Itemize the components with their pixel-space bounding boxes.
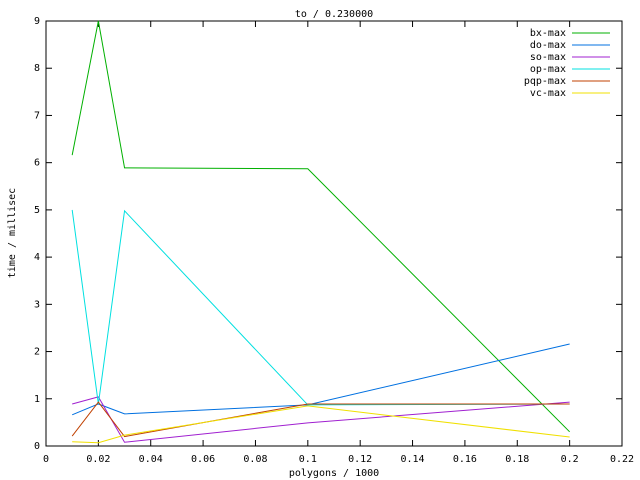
- line: [71, 209, 570, 406]
- line: [72, 405, 570, 444]
- line: [71, 343, 570, 416]
- legend-label: pqp-max: [524, 76, 566, 87]
- y-tick-label: 1: [34, 394, 40, 405]
- legend-label: op-max: [530, 64, 566, 75]
- x-axis-label: polygons / 1000: [289, 468, 379, 479]
- x-tick-label: 0.1: [299, 454, 317, 465]
- plot-border: [45, 20, 623, 447]
- y-tick-label: 2: [34, 347, 40, 358]
- x-tick-label: 0.04: [139, 454, 163, 465]
- x-tick-label: 0.18: [505, 454, 529, 465]
- y-tick-label: 3: [34, 299, 40, 310]
- y-tick-label: 6: [34, 158, 40, 169]
- y-tick-label: 5: [34, 205, 40, 216]
- legend-label: do-max: [530, 40, 566, 51]
- x-tick-label: 0.16: [453, 454, 477, 465]
- x-tick-label: 0.2: [561, 454, 579, 465]
- legend-label: so-max: [530, 52, 566, 63]
- y-tick-label: 8: [34, 63, 40, 74]
- x-tick-label: 0.14: [400, 454, 424, 465]
- x-tick-label: 0.12: [348, 454, 372, 465]
- y-tick-label: 4: [34, 252, 40, 263]
- x-tick-label: 0.08: [243, 454, 267, 465]
- y-tick-label: 9: [34, 16, 40, 27]
- chart-title: to / 0.230000: [295, 9, 373, 20]
- x-tick-label: 0: [43, 454, 49, 465]
- y-tick-label: 0: [34, 441, 40, 452]
- x-tick-label: 0.22: [610, 454, 634, 465]
- y-tick-label: 7: [34, 110, 40, 121]
- line: [71, 20, 570, 433]
- line: [71, 401, 570, 438]
- x-tick-label: 0.06: [191, 454, 215, 465]
- x-tick-label: 0.02: [86, 454, 110, 465]
- legend-label: bx-max: [530, 28, 566, 39]
- legend-label: vc-max: [530, 88, 566, 99]
- y-axis-label: time / millisec: [7, 188, 18, 278]
